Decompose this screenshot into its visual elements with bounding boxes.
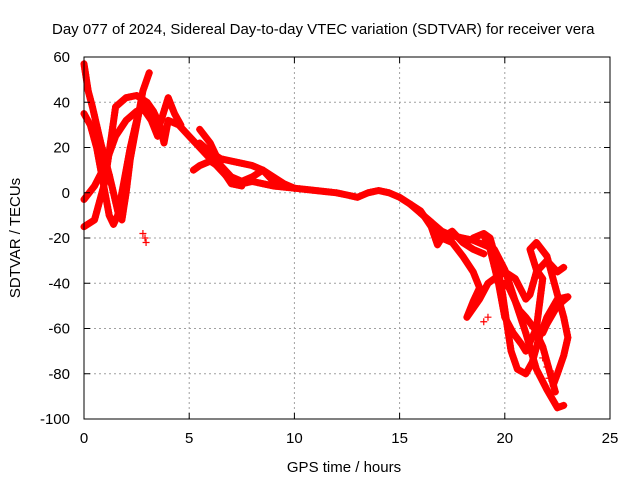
- data-point: [141, 234, 149, 242]
- data-point: [549, 370, 557, 378]
- data-point: [142, 239, 150, 247]
- chart-title: Day 077 of 2024, Sidereal Day-to-day VTE…: [52, 21, 595, 38]
- y-tick-label: -80: [48, 366, 70, 383]
- data-point: [560, 263, 568, 271]
- y-tick-label: -60: [48, 321, 70, 338]
- data-point: [145, 69, 153, 77]
- data-point: [543, 363, 551, 371]
- isolated-points: [139, 229, 557, 382]
- data-point: [480, 318, 488, 326]
- y-tick-label: -40: [48, 275, 70, 292]
- y-tick-label: -100: [40, 411, 70, 428]
- x-axis-label: GPS time / hours: [287, 459, 401, 476]
- data-point: [154, 132, 162, 140]
- track-g: [406, 200, 488, 258]
- data-point: [504, 282, 512, 290]
- data-point: [526, 245, 534, 253]
- y-axis-label: SDTVAR / TECUs: [7, 178, 24, 298]
- data-point: [139, 229, 147, 237]
- y-tick-label: -20: [48, 230, 70, 247]
- track-j: [480, 232, 572, 389]
- data-point: [560, 401, 568, 409]
- track-b: [80, 103, 168, 228]
- data-point: [177, 121, 185, 129]
- data-point: [520, 311, 528, 319]
- axis-ticks: 0 5 10 15 20 25 -100 -80 -60 -40 -20 0 20 40 60: [40, 49, 618, 447]
- data-point: [160, 125, 168, 133]
- data-point: [551, 388, 559, 396]
- y-tick-label: 20: [53, 140, 70, 157]
- data-point: [519, 310, 527, 318]
- data-point: [158, 127, 166, 135]
- data-point: [517, 308, 525, 316]
- grid-lines: [84, 57, 610, 419]
- track-i-trace: [469, 230, 572, 378]
- x-tick-label: 0: [80, 430, 88, 447]
- y-tick-label: 60: [53, 49, 70, 66]
- y-tick-label: 0: [62, 185, 70, 202]
- data-point: [529, 242, 537, 250]
- track-c: [80, 91, 185, 231]
- y-tick-label: 40: [53, 94, 70, 111]
- data-points: [80, 60, 572, 412]
- x-tick-label: 10: [286, 430, 303, 447]
- data-point: [157, 129, 165, 137]
- data-point: [140, 106, 148, 114]
- data-point: [528, 244, 536, 252]
- data-point: [539, 354, 547, 362]
- x-tick-label: 15: [391, 430, 408, 447]
- x-tick-label: 20: [496, 430, 513, 447]
- data-point: [525, 292, 533, 300]
- track-f: [189, 157, 246, 190]
- data-point: [238, 182, 246, 190]
- data-point: [480, 250, 488, 258]
- data-point: [545, 374, 553, 382]
- data-point: [155, 130, 163, 138]
- x-tick-label: 25: [602, 430, 619, 447]
- data-point: [539, 329, 547, 337]
- data-point: [516, 306, 524, 314]
- x-tick-label: 5: [185, 430, 193, 447]
- data-point: [290, 184, 298, 192]
- data-point: [484, 313, 492, 321]
